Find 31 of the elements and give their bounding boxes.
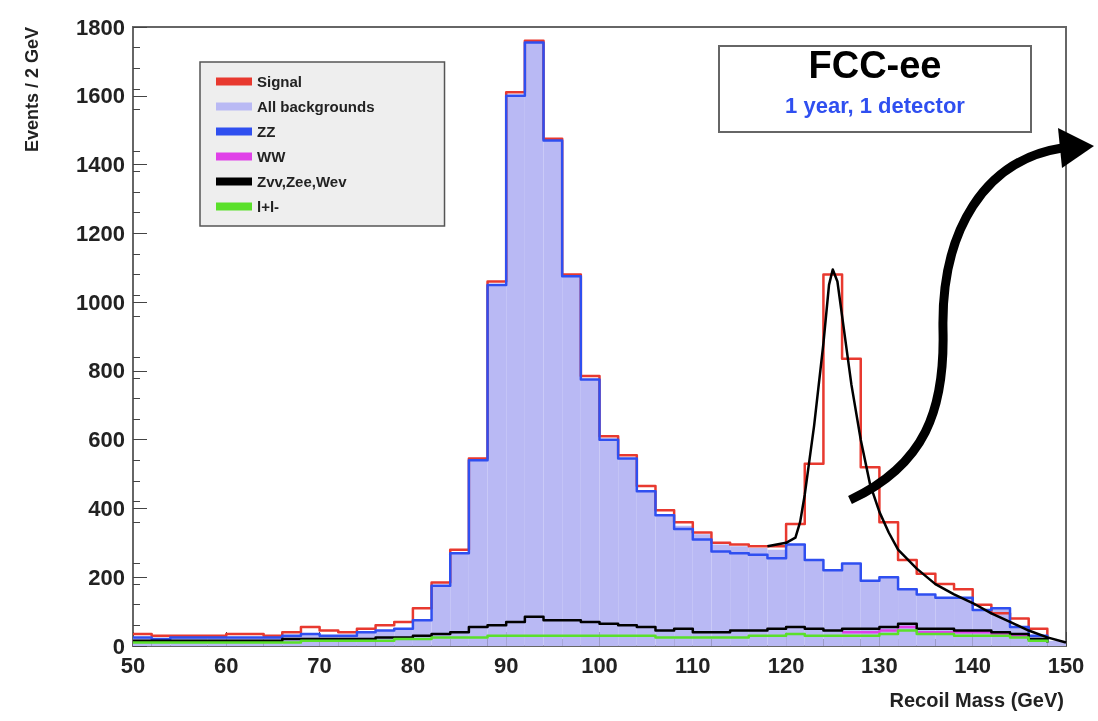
legend-label: l+l-: [257, 198, 280, 215]
y-tick-label: 1000: [76, 289, 125, 315]
x-tick-label: 90: [493, 652, 519, 678]
x-tick-label: 150: [1047, 652, 1085, 678]
y-tick-label: 200: [88, 564, 125, 590]
annotation: FCC-ee: [807, 43, 943, 88]
annotation: 1 year, 1 detector: [784, 93, 966, 119]
y-tick-label: 1800: [76, 14, 125, 40]
legend-label: Zvv,Zee,Wev: [257, 173, 348, 190]
legend-label: WW: [257, 148, 287, 165]
y-tick-label: 800: [88, 358, 125, 384]
x-tick-label: 60: [214, 652, 239, 678]
x-tick-label: 80: [400, 652, 426, 678]
y-tick-label: 1200: [76, 220, 125, 246]
legend-label: Signal: [257, 73, 303, 90]
y-tick-label: 600: [88, 427, 125, 453]
y-axis-title: Events / 2 GeV: [22, 27, 42, 153]
x-tick-label: 100: [581, 652, 618, 678]
y-tick-label: 400: [88, 495, 125, 521]
x-tick-label: 130: [861, 652, 898, 678]
legend-label: All backgrounds: [257, 98, 375, 115]
x-tick-label: 120: [767, 652, 805, 678]
legend-label: ZZ: [257, 123, 276, 140]
y-tick-label: 1400: [76, 152, 125, 178]
x-tick-label: 110: [675, 652, 711, 678]
y-tick-label: 1600: [76, 83, 125, 109]
y-tick-label: 0: [112, 633, 125, 659]
x-axis-title: Recoil Mass (GeV): [889, 689, 1064, 711]
text-box: FCC-ee 1 year, 1 detector: [718, 45, 1032, 133]
x-tick-label: 70: [307, 652, 332, 678]
x-tick-label: 140: [954, 652, 992, 678]
